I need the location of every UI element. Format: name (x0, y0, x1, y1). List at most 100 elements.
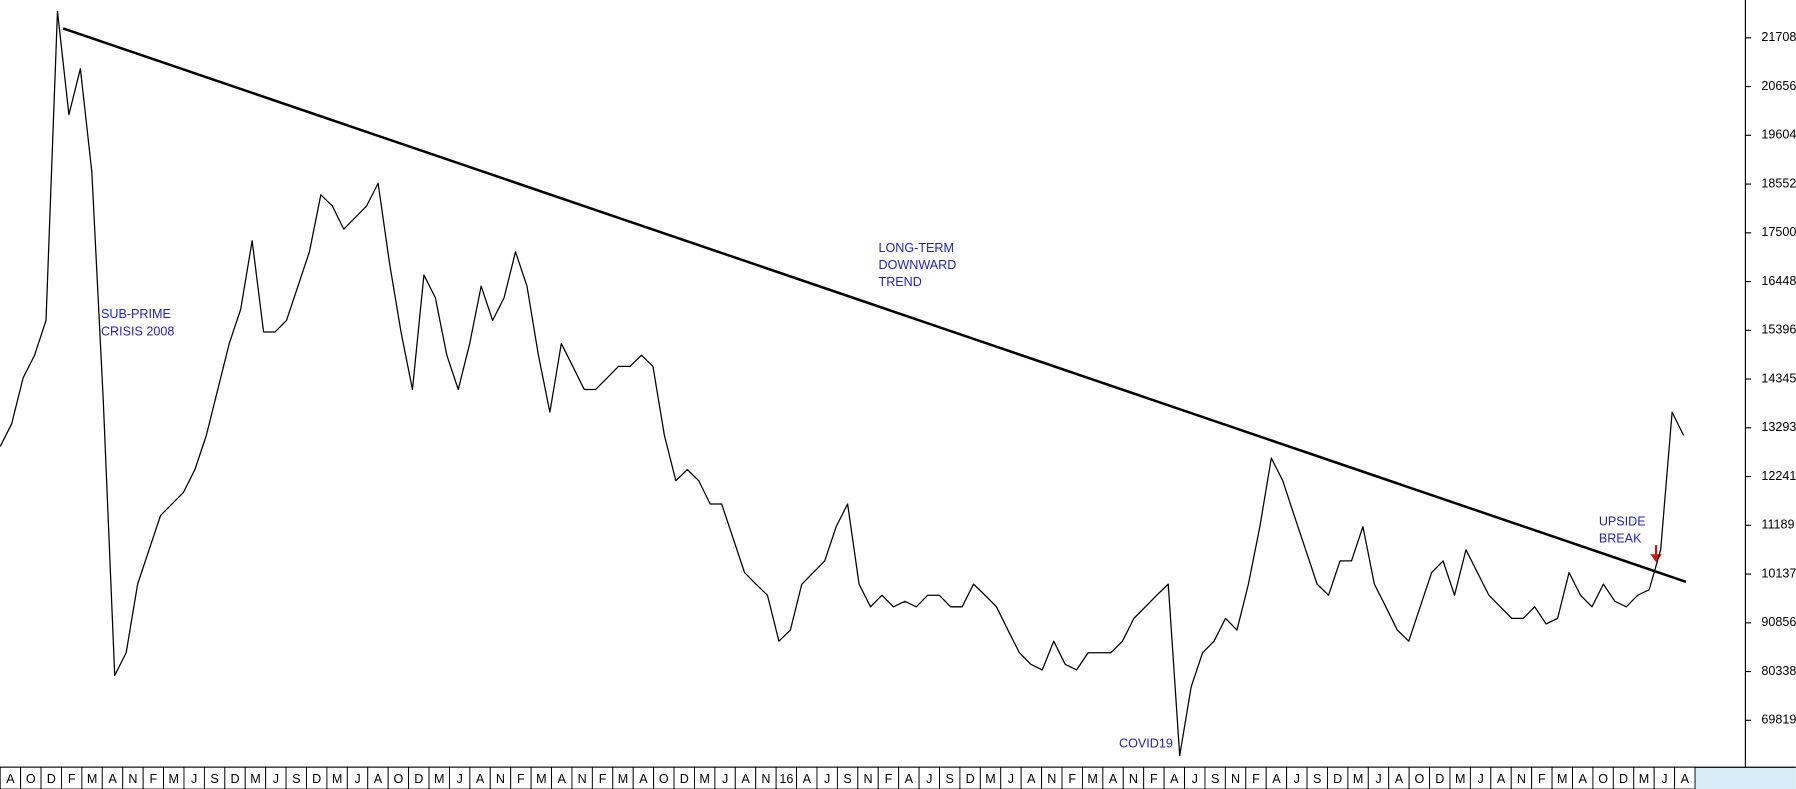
trend-line (62, 27, 1687, 583)
x-tick-label: O (659, 772, 669, 786)
x-tick-label: F (1252, 772, 1260, 786)
x-tick-label: A (1579, 772, 1588, 786)
x-tick-label: S (1313, 772, 1321, 786)
x-tick-label: A (558, 772, 567, 786)
x-tick-label: J (456, 772, 462, 786)
y-tick-label: 17500 (1761, 225, 1796, 239)
x-tick-label: D (680, 772, 689, 786)
x-tick-label: A (1170, 772, 1179, 786)
x-tick-label: A (741, 772, 750, 786)
x-tick-label: A (1272, 772, 1281, 786)
x-tick-label: F (150, 772, 158, 786)
y-tick-label: 16448 (1761, 274, 1796, 288)
price-line (0, 10, 1685, 757)
x-tick-label: J (1008, 772, 1014, 786)
y-tick-label: 69819 (1761, 713, 1796, 727)
x-tick-label: S (1211, 772, 1219, 786)
y-tick-label: 12241 (1761, 469, 1796, 483)
annotation: TREND (879, 275, 922, 289)
x-tick-label: J (1477, 772, 1483, 786)
y-tick-label: 13293 (1761, 420, 1796, 434)
x-tick-label: D (230, 772, 239, 786)
x-tick-label: N (578, 772, 587, 786)
x-tick-label: S (946, 772, 954, 786)
annotation: LONG-TERM (879, 241, 954, 255)
x-tick-label: F (1068, 772, 1076, 786)
annotation: COVID19 (1119, 737, 1173, 751)
x-tick-label: D (414, 772, 423, 786)
x-tick-label: A (1497, 772, 1506, 786)
x-tick-label: D (312, 772, 321, 786)
x-tick-label: N (761, 772, 770, 786)
x-tick-label: F (517, 772, 525, 786)
x-tick-label: D (1619, 772, 1628, 786)
x-tick-label: D (966, 772, 975, 786)
x-tick-label: M (1639, 772, 1649, 786)
x-tick-label: A (1395, 772, 1404, 786)
x-tick-label: F (885, 772, 893, 786)
y-tick-label: 14345 (1761, 371, 1796, 385)
x-tick-label: A (6, 772, 15, 786)
x-tick-label: N (128, 772, 137, 786)
x-tick-label: A (1109, 772, 1118, 786)
y-tick-label: 21708 (1761, 30, 1796, 44)
y-tick-label: 10137 (1761, 566, 1796, 580)
x-tick-label: M (536, 772, 546, 786)
x-tick-label: O (393, 772, 403, 786)
x-tick-label: J (354, 772, 360, 786)
annotation: SUB-PRIME (101, 307, 171, 321)
x-tick-label: A (905, 772, 914, 786)
x-tick-label: N (1129, 772, 1138, 786)
x-tick-label: M (1455, 772, 1465, 786)
annotation: BREAK (1599, 532, 1642, 546)
x-tick-label: A (476, 772, 485, 786)
x-tick-label: N (863, 772, 872, 786)
x-tick-label: M (169, 772, 179, 786)
x-tick-label: N (1047, 772, 1056, 786)
x-tick-label: D (1435, 772, 1444, 786)
month-box (1674, 766, 1696, 789)
annotation: DOWNWARD (879, 258, 957, 272)
x-tick-label: J (1294, 772, 1300, 786)
x-tick-label: F (68, 772, 76, 786)
x-tick-label: M (332, 772, 342, 786)
x-tick-label: J (1192, 772, 1198, 786)
x-tick-label: O (1414, 772, 1424, 786)
x-tick-label: 16 (779, 772, 793, 786)
x-tick-label: N (1517, 772, 1526, 786)
x-tick-label: J (1375, 772, 1381, 786)
x-tick-label: M (250, 772, 260, 786)
x-tick-label: M (618, 772, 628, 786)
x-tick-label: D (1333, 772, 1342, 786)
x-tick-label: F (1538, 772, 1546, 786)
x-tick-label: N (1231, 772, 1240, 786)
x-tick-label: S (292, 772, 300, 786)
x-tick-label: A (1027, 772, 1036, 786)
x-tick-label: J (722, 772, 728, 786)
y-tick-label: 90856 (1761, 615, 1796, 629)
x-tick-label: A (374, 772, 383, 786)
x-tick-label: J (824, 772, 830, 786)
annotation: UPSIDE (1599, 515, 1646, 529)
x-tick-label: A (1681, 772, 1690, 786)
y-tick-label: 19604 (1761, 128, 1796, 142)
x-tick-label: F (1150, 772, 1158, 786)
x-tick-label: M (699, 772, 709, 786)
x-tick-label: M (1087, 772, 1097, 786)
x-tick-label: M (434, 772, 444, 786)
x-tick-label: S (843, 772, 851, 786)
x-tick-label: F (599, 772, 607, 786)
x-tick-label: J (273, 772, 279, 786)
x-tick-label: A (639, 772, 648, 786)
y-tick-label: 11189 (1761, 518, 1794, 532)
y-tick-label: 18552 (1761, 176, 1796, 190)
x-tick-label: J (926, 772, 932, 786)
x-tick-label: J (191, 772, 197, 786)
y-tick-label: 80338 (1761, 664, 1796, 678)
x-tick-label: A (108, 772, 117, 786)
x-tick-label: M (1557, 772, 1567, 786)
x-tick-label: D (47, 772, 56, 786)
y-tick-label: 20656 (1761, 79, 1796, 93)
